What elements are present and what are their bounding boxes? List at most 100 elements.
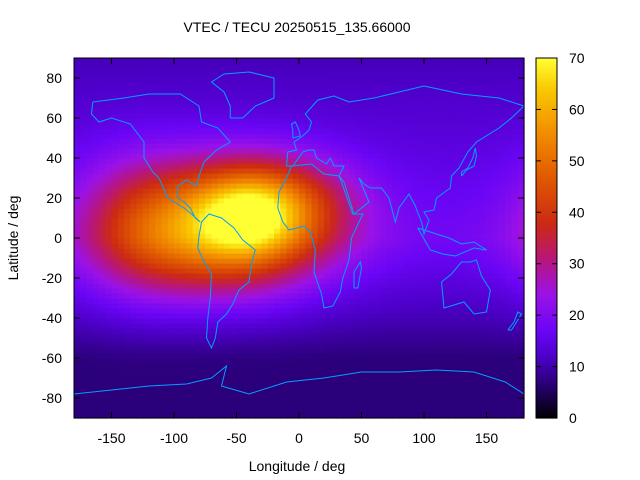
heatmap-cell: [255, 138, 263, 144]
heatmap-cell: [267, 193, 275, 199]
heatmap-cell: [430, 353, 438, 359]
heatmap-cell: [311, 153, 319, 159]
heatmap-cell: [386, 393, 394, 399]
heatmap-cell: [442, 393, 450, 399]
heatmap-cell: [392, 363, 400, 369]
heatmap-cell: [111, 408, 119, 414]
heatmap-cell: [255, 178, 263, 184]
heatmap-cell: [449, 108, 456, 114]
heatmap-cell: [424, 83, 431, 89]
heatmap-cell: [117, 163, 125, 169]
heatmap-cell: [336, 278, 344, 284]
heatmap-cell: [255, 298, 263, 304]
heatmap-cell: [474, 398, 481, 404]
heatmap-cell: [255, 168, 263, 174]
heatmap-cell: [274, 398, 281, 404]
heatmap-cell: [336, 123, 344, 129]
heatmap-cell: [186, 388, 194, 394]
heatmap-cell: [255, 248, 263, 254]
heatmap-cell: [305, 248, 313, 254]
heatmap-cell: [399, 223, 406, 229]
heatmap-cell: [255, 403, 263, 409]
heatmap-cell: [74, 203, 81, 209]
heatmap-cell: [480, 383, 488, 389]
heatmap-cell: [499, 253, 506, 259]
heatmap-cell: [311, 148, 319, 154]
heatmap-cell: [436, 373, 444, 379]
heatmap-cell: [324, 198, 331, 204]
heatmap-cell: [330, 263, 338, 269]
heatmap-cell: [105, 313, 113, 319]
heatmap-cell: [161, 153, 169, 159]
heatmap-cell: [299, 383, 306, 389]
heatmap-cell: [155, 158, 163, 164]
heatmap-cell: [74, 248, 81, 254]
heatmap-cell: [324, 273, 331, 279]
heatmap-cell: [305, 183, 313, 189]
heatmap-cell: [330, 133, 338, 139]
heatmap-cell: [349, 133, 356, 139]
heatmap-cell: [180, 298, 188, 304]
heatmap-cell: [261, 353, 269, 359]
heatmap-cell: [342, 313, 350, 319]
heatmap-cell: [305, 138, 313, 144]
heatmap-cell: [424, 393, 431, 399]
heatmap-cell: [324, 263, 331, 269]
heatmap-cell: [286, 193, 294, 199]
heatmap-cell: [392, 198, 400, 204]
heatmap-cell: [330, 293, 338, 299]
heatmap-cell: [480, 213, 488, 219]
heatmap-cell: [361, 323, 369, 329]
heatmap-cell: [480, 178, 488, 184]
heatmap-cell: [274, 258, 281, 264]
heatmap-cell: [474, 358, 481, 364]
heatmap-cell: [230, 338, 238, 344]
heatmap-cell: [167, 308, 175, 314]
heatmap-cell: [299, 123, 306, 129]
heatmap-cell: [111, 268, 119, 274]
heatmap-cell: [230, 68, 238, 74]
heatmap-cell: [517, 338, 525, 344]
heatmap-cell: [255, 183, 263, 189]
heatmap-cell: [430, 83, 438, 89]
heatmap-cell: [511, 93, 519, 99]
heatmap-cell: [167, 293, 175, 299]
heatmap-cell: [205, 398, 213, 404]
heatmap-cell: [449, 358, 456, 364]
heatmap-cell: [392, 313, 400, 319]
heatmap-cell: [86, 103, 94, 109]
heatmap-cell: [417, 303, 425, 309]
heatmap-cell: [330, 383, 338, 389]
heatmap-cell: [505, 253, 513, 259]
heatmap-cell: [342, 278, 350, 284]
heatmap-cell: [505, 363, 513, 369]
heatmap-cell: [180, 288, 188, 294]
heatmap-cell: [161, 298, 169, 304]
heatmap-cell: [361, 248, 369, 254]
heatmap-cell: [411, 413, 419, 419]
heatmap-cell: [380, 178, 388, 184]
heatmap-cell: [186, 348, 194, 354]
heatmap-cell: [105, 93, 113, 99]
heatmap-cell: [230, 413, 238, 419]
heatmap-cell: [217, 248, 225, 254]
heatmap-cell: [474, 353, 481, 359]
heatmap-cell: [86, 168, 94, 174]
heatmap-cell: [361, 93, 369, 99]
heatmap-cell: [274, 128, 281, 134]
heatmap-cell: [186, 68, 194, 74]
heatmap-cell: [405, 348, 413, 354]
heatmap-cell: [499, 103, 506, 109]
heatmap-cell: [224, 373, 231, 379]
heatmap-cell: [455, 168, 463, 174]
heatmap-cell: [74, 183, 81, 189]
heatmap-cell: [92, 363, 100, 369]
heatmap-cell: [105, 138, 113, 144]
heatmap-cell: [499, 223, 506, 229]
heatmap-cell: [180, 253, 188, 259]
heatmap-cell: [330, 283, 338, 289]
heatmap-cell: [111, 253, 119, 259]
heatmap-cell: [411, 328, 419, 334]
heatmap-cell: [392, 143, 400, 149]
heatmap-cell: [486, 398, 494, 404]
